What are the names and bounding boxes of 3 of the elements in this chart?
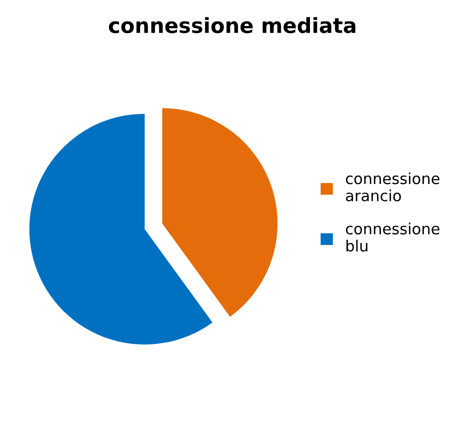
legend-label: connessione blu [346, 222, 440, 252]
legend-label: connessione arancio [346, 172, 440, 202]
chart-title: connessione mediata [108, 17, 356, 34]
